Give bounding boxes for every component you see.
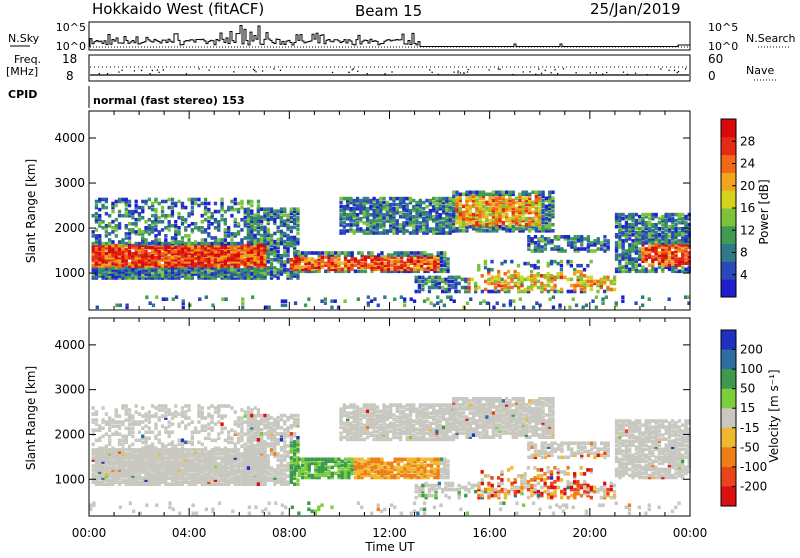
freq-panel: Freq. [MHz] 18 8 60 0 Nave <box>6 52 778 83</box>
power-colorbar-tick: 28 <box>740 134 755 148</box>
power-colorbar-tick: 12 <box>740 223 755 237</box>
nsky-bars <box>90 26 690 47</box>
velocity-colorbar-tick: 15 <box>740 401 755 415</box>
power-colorbar-tick: 16 <box>740 201 755 215</box>
power-heatmap <box>92 191 691 310</box>
y-tick-label: 1000 <box>54 266 85 280</box>
cpid-text: normal (fast stereo) 153 <box>93 94 245 107</box>
nsky-label: N.Sky <box>8 32 40 45</box>
power-colorbar-tick: 20 <box>740 179 755 193</box>
nave-tick-bottom: 0 <box>708 69 716 83</box>
cpid-label: CPID <box>8 88 37 101</box>
nave-label: Nave <box>746 64 774 77</box>
y-tick-label: 4000 <box>54 338 85 352</box>
velocity-colorbar-tick: 100 <box>740 362 763 376</box>
nsky-tick-top: 10^5 <box>56 21 86 34</box>
power-panel: 1000 2000 3000 4000 Slant Range [km] 4 8 12 16… <box>24 111 771 310</box>
cpid-panel: CPID normal (fast stereo) 153 <box>8 86 245 108</box>
freq-tick-bottom: 8 <box>66 69 74 83</box>
beam-label: Beam 15 <box>355 2 422 20</box>
velocity-y-axis-label: Slant Range [km] <box>24 366 38 470</box>
power-colorbar-tick: 24 <box>740 157 755 171</box>
velocity-colorbar: 200 100 50 15 -15 -50 -100 -200 <box>721 330 767 507</box>
time-tick-label: 00:00 <box>673 526 708 540</box>
velocity-colorbar-tick: -15 <box>740 421 760 435</box>
y-tick-label: 4000 <box>54 131 85 145</box>
freq-unit-label: [MHz] <box>6 65 38 78</box>
y-tick-label: 3000 <box>54 383 85 397</box>
power-colorbar-label: Power [dB] <box>757 179 771 244</box>
y-tick-label: 3000 <box>54 176 85 190</box>
time-axis-title: Time UT <box>364 540 415 554</box>
velocity-colorbar-tick: 200 <box>740 343 763 357</box>
power-y-axis-label: Slant Range [km] <box>24 159 38 263</box>
velocity-panel: 1000 2000 3000 4000 Slant Range [km] 200 100… <box>24 318 781 516</box>
date-label: 25/Jan/2019 <box>590 0 681 18</box>
time-tick-label: 08:00 <box>272 526 307 540</box>
velocity-colorbar-tick: 50 <box>740 382 755 396</box>
freq-scatter-dots <box>99 68 687 75</box>
plot-title: Hokkaido West (fitACF) <box>92 0 264 18</box>
freq-panel-frame <box>89 55 690 81</box>
nsearch-tick-top: 10^5 <box>708 21 738 34</box>
power-colorbar: 4 8 12 16 20 24 28 <box>721 119 755 298</box>
y-tick-label: 1000 <box>54 472 85 486</box>
velocity-colorbar-tick: -100 <box>740 460 767 474</box>
nsearch-label: N.Search <box>746 32 796 45</box>
time-tick-label: 12:00 <box>372 526 407 540</box>
time-tick-label: 00:00 <box>72 526 107 540</box>
freq-tick-top: 18 <box>62 52 77 66</box>
velocity-colorbar-label: Velocity [m s⁻¹] <box>767 369 781 462</box>
power-colorbar-tick: 4 <box>740 268 748 282</box>
time-axis-labels: 00:00 04:00 08:00 12:00 16:00 20:00 00:00 <box>72 526 708 540</box>
nave-tick-top: 60 <box>708 52 723 66</box>
time-tick-label: 04:00 <box>172 526 207 540</box>
velocity-colorbar-tick: -50 <box>740 440 760 454</box>
nsky-panel: N.Sky 10^5 10^0 10^5 10^0 N.Search <box>8 21 796 53</box>
y-tick-label: 2000 <box>54 221 85 235</box>
time-tick-label: 16:00 <box>472 526 507 540</box>
nsky-panel-frame <box>89 22 690 50</box>
velocity-heatmap <box>89 397 691 515</box>
power-colorbar-tick: 8 <box>740 246 748 260</box>
time-tick-label: 20:00 <box>573 526 608 540</box>
velocity-colorbar-tick: -200 <box>740 479 767 493</box>
y-tick-label: 2000 <box>54 427 85 441</box>
